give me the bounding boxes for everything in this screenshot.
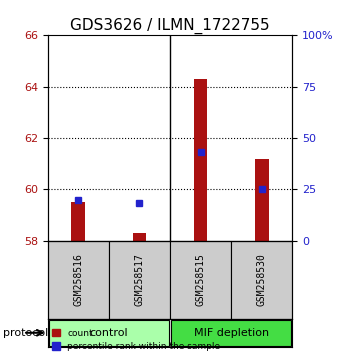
FancyBboxPatch shape [171, 320, 291, 346]
Text: protocol: protocol [3, 328, 49, 338]
Text: MIF depletion: MIF depletion [194, 328, 269, 338]
FancyBboxPatch shape [170, 241, 231, 319]
FancyBboxPatch shape [48, 241, 109, 319]
FancyBboxPatch shape [109, 241, 170, 319]
Bar [71, 202, 85, 241]
Text: GSM258515: GSM258515 [195, 253, 206, 306]
Bar [133, 233, 146, 241]
Legend: count, percentile rank within the sample: count, percentile rank within the sample [52, 329, 221, 351]
Text: GSM258516: GSM258516 [73, 253, 83, 306]
Title: GDS3626 / ILMN_1722755: GDS3626 / ILMN_1722755 [70, 18, 270, 34]
Text: GSM258530: GSM258530 [257, 253, 267, 306]
Bar [255, 159, 269, 241]
Bar [194, 79, 207, 241]
Text: control: control [89, 328, 128, 338]
FancyBboxPatch shape [231, 241, 292, 319]
Text: GSM258517: GSM258517 [134, 253, 144, 306]
FancyBboxPatch shape [49, 320, 169, 346]
